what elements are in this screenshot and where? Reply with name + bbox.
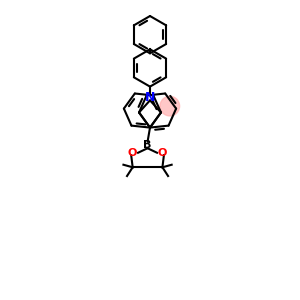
Text: O: O bbox=[128, 148, 137, 158]
Text: O: O bbox=[158, 148, 167, 158]
Text: N: N bbox=[145, 91, 155, 104]
Circle shape bbox=[160, 96, 180, 116]
Text: B: B bbox=[143, 140, 152, 150]
